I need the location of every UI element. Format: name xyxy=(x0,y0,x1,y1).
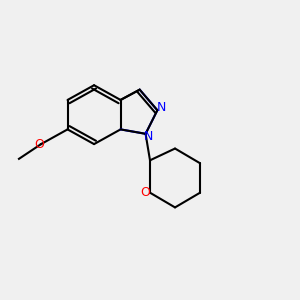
Text: N: N xyxy=(143,130,153,143)
Text: N: N xyxy=(157,101,167,114)
Text: O: O xyxy=(34,138,44,151)
Text: O: O xyxy=(141,186,151,199)
